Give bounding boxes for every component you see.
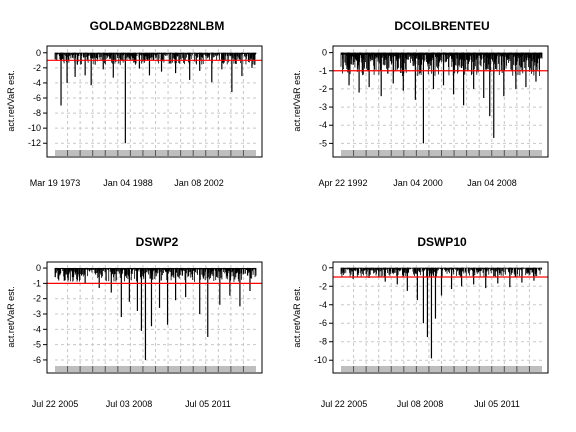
panel-goldamgbd228nlbm: GOLDAMGBD228NLBM act.ret/VaR est. Mar 19… [6, 19, 263, 188]
y-tick-label: -12 [28, 138, 41, 148]
y-tick-label: 0 [322, 263, 327, 273]
y-tick-label: -4 [33, 78, 41, 88]
y-tick-label: -1 [33, 278, 41, 288]
x-tick-label: Jan 04 1988 [103, 178, 153, 188]
y-tick-label: -2 [33, 294, 41, 304]
x-tick-label: Jan 04 2008 [467, 178, 517, 188]
panel-dswp2: DSWP2 act.ret/VaR est. Jul 22 2005 Jul 0… [6, 235, 263, 409]
x-tick-label: Jul 05 2011 [185, 399, 231, 409]
y-tick-label: -3 [319, 102, 327, 112]
panel-title: DCOILBRENTEU [394, 19, 489, 33]
y-tick-label: -8 [319, 337, 327, 347]
plot-frame [46, 45, 263, 158]
y-tick-label: -2 [319, 84, 327, 94]
y-tick-label: -6 [33, 93, 41, 103]
plot-frame [332, 45, 549, 158]
plot-frame [46, 261, 263, 374]
panel-dswp10: DSWP10 act.ret/VaR est. Jul 22 2005 Jul … [292, 235, 549, 409]
y-tick-label: 0 [36, 263, 41, 273]
x-tick-label: Jul 05 2011 [474, 399, 520, 409]
x-tick-label: Jul 08 2008 [397, 399, 444, 409]
panel-title: DSWP10 [417, 235, 467, 249]
y-tick-label: -2 [319, 281, 327, 291]
y-tick-label: -10 [28, 123, 41, 133]
y-tick-label: -2 [33, 63, 41, 73]
y-tick-label: -5 [319, 138, 327, 148]
panel-title: GOLDAMGBD228NLBM [90, 19, 225, 33]
x-tick-label: Mar 19 1973 [30, 178, 81, 188]
y-tick-label: -4 [319, 300, 327, 310]
y-axis-label: act.ret/VaR est. [6, 286, 16, 347]
x-tick-label: Jul 03 2008 [106, 399, 153, 409]
y-tick-label: -4 [319, 120, 327, 130]
y-tick-label: -5 [33, 340, 41, 350]
x-tick-label: Apr 22 1992 [318, 178, 367, 188]
panel-title: DSWP2 [136, 235, 179, 249]
y-axis-label: act.ret/VaR est. [292, 286, 302, 347]
y-tick-label: -10 [314, 355, 327, 365]
y-tick-label: -8 [33, 108, 41, 118]
y-tick-label: -4 [33, 324, 41, 334]
y-tick-label: -1 [319, 66, 327, 76]
panel-dcoilbrenteu: DCOILBRENTEU act.ret/VaR est. Apr 22 199… [292, 19, 549, 188]
x-tick-label: Jul 22 2005 [321, 399, 368, 409]
y-tick-label: 0 [322, 48, 327, 58]
y-tick-label: -6 [319, 318, 327, 328]
x-tick-label: Jul 22 2005 [32, 399, 79, 409]
y-tick-label: 0 [36, 48, 41, 58]
y-axis-label: act.ret/VaR est. [6, 70, 16, 131]
x-tick-label: Jan 08 2002 [174, 178, 224, 188]
y-tick-label: -6 [33, 355, 41, 365]
x-tick-label: Jan 04 2000 [393, 178, 443, 188]
y-tick-label: -3 [33, 309, 41, 319]
y-axis-label: act.ret/VaR est. [292, 70, 302, 131]
plot-frame [332, 261, 549, 374]
series-bars [340, 52, 543, 77]
